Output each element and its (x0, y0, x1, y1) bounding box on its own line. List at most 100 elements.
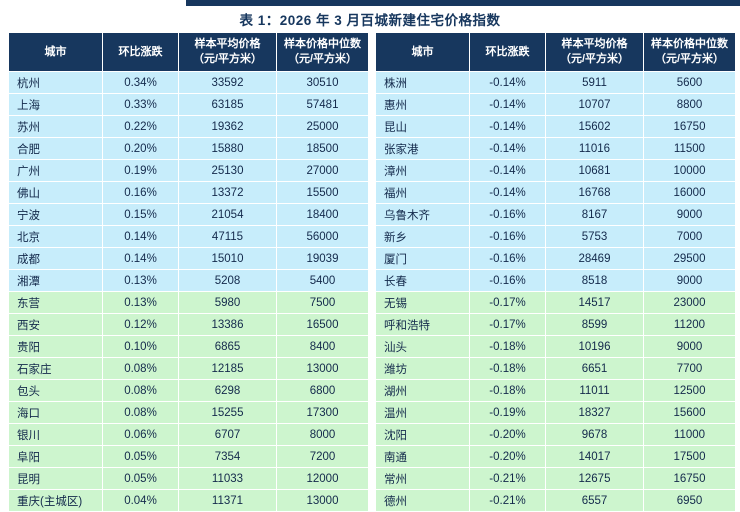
avg-price-cell: 19362 (178, 115, 277, 138)
avg-price-cell: 25130 (178, 159, 277, 182)
change-cell: 0.14% (102, 225, 179, 248)
table-row: 昆明 0.05% 11033 12000 (8, 467, 369, 490)
median-price-cell: 10000 (643, 159, 736, 182)
city-cell: 乌鲁木齐 (375, 203, 470, 226)
city-cell: 广州 (8, 159, 103, 182)
median-price-cell: 16750 (643, 467, 736, 490)
avg-price-cell: 8599 (545, 313, 644, 336)
avg-price-cell: 8167 (545, 203, 644, 226)
median-price-cell: 7000 (643, 225, 736, 248)
city-cell: 苏州 (8, 115, 103, 138)
median-price-cell: 12500 (643, 379, 736, 402)
city-cell: 合肥 (8, 137, 103, 160)
change-cell: -0.16% (469, 203, 546, 226)
table-row: 潍坊 -0.18% 6651 7700 (375, 357, 736, 380)
avg-price-cell: 6298 (178, 379, 277, 402)
table-row: 石家庄 0.08% 12185 13000 (8, 357, 369, 380)
avg-price-cell: 12185 (178, 357, 277, 380)
median-price-cell: 16500 (276, 313, 369, 336)
change-cell: -0.17% (469, 291, 546, 314)
city-cell: 成都 (8, 247, 103, 270)
avg-price-cell: 11033 (178, 467, 277, 490)
change-cell: 0.13% (102, 269, 179, 292)
city-cell: 南通 (375, 445, 470, 468)
city-cell: 东营 (8, 291, 103, 314)
median-price-cell: 11000 (643, 423, 736, 446)
city-cell: 张家港 (375, 137, 470, 160)
change-cell: 0.16% (102, 181, 179, 204)
change-cell: 0.10% (102, 335, 179, 358)
city-cell: 西安 (8, 313, 103, 336)
table-row: 德州 -0.21% 6557 6950 (375, 489, 736, 512)
city-cell: 呼和浩特 (375, 313, 470, 336)
avg-price-cell: 10196 (545, 335, 644, 358)
avg-price-cell: 33592 (178, 71, 277, 94)
avg-price-cell: 15255 (178, 401, 277, 424)
median-price-cell: 15500 (276, 181, 369, 204)
table-row: 长春 -0.16% 8518 9000 (375, 269, 736, 292)
median-price-cell: 6800 (276, 379, 369, 402)
city-cell: 汕头 (375, 335, 470, 358)
avg-price-cell: 6651 (545, 357, 644, 380)
table-row: 汕头 -0.18% 10196 9000 (375, 335, 736, 358)
price-index-tables: 城市 环比涨跌 样本平均价格 （元/平方米） 样本价格中位数 （元/平方米） 杭州 0.34… (0, 30, 740, 512)
avg-price-cell: 5980 (178, 291, 277, 314)
column-header: 样本价格中位数 （元/平方米） (643, 32, 736, 72)
table-row: 北京 0.14% 47115 56000 (8, 225, 369, 248)
city-cell: 宁波 (8, 203, 103, 226)
city-cell: 厦门 (375, 247, 470, 270)
city-cell: 重庆(主城区) (8, 489, 103, 512)
table-row: 乌鲁木齐 -0.16% 8167 9000 (375, 203, 736, 226)
median-price-cell: 7500 (276, 291, 369, 314)
median-price-cell: 7700 (643, 357, 736, 380)
median-price-cell: 17300 (276, 401, 369, 424)
median-price-cell: 9000 (643, 203, 736, 226)
column-header: 环比涨跌 (469, 32, 546, 72)
change-cell: -0.14% (469, 71, 546, 94)
change-cell: -0.14% (469, 159, 546, 182)
avg-price-cell: 10681 (545, 159, 644, 182)
avg-price-cell: 5911 (545, 71, 644, 94)
table-row: 海口 0.08% 15255 17300 (8, 401, 369, 424)
city-cell: 贵阳 (8, 335, 103, 358)
median-price-cell: 57481 (276, 93, 369, 116)
median-price-cell: 13000 (276, 357, 369, 380)
table-row: 沈阳 -0.20% 9678 11000 (375, 423, 736, 446)
table-row: 无锡 -0.17% 14517 23000 (375, 291, 736, 314)
median-price-cell: 8400 (276, 335, 369, 358)
right-price-table: 城市 环比涨跌 样本平均价格 （元/平方米） 样本价格中位数 （元/平方米） 株洲 -0.1… (375, 32, 736, 512)
change-cell: 0.22% (102, 115, 179, 138)
city-cell: 德州 (375, 489, 470, 512)
table-row: 厦门 -0.16% 28469 29500 (375, 247, 736, 270)
median-price-cell: 13000 (276, 489, 369, 512)
city-cell: 温州 (375, 401, 470, 424)
change-cell: 0.05% (102, 467, 179, 490)
city-cell: 株洲 (375, 71, 470, 94)
change-cell: 0.19% (102, 159, 179, 182)
city-cell: 阜阳 (8, 445, 103, 468)
change-cell: 0.15% (102, 203, 179, 226)
median-price-cell: 29500 (643, 247, 736, 270)
change-cell: 0.33% (102, 93, 179, 116)
city-cell: 湘潭 (8, 269, 103, 292)
change-cell: 0.13% (102, 291, 179, 314)
city-cell: 杭州 (8, 71, 103, 94)
median-price-cell: 16000 (643, 181, 736, 204)
table-row: 西安 0.12% 13386 16500 (8, 313, 369, 336)
table-row: 新乡 -0.16% 5753 7000 (375, 225, 736, 248)
city-cell: 海口 (8, 401, 103, 424)
table-row: 银川 0.06% 6707 8000 (8, 423, 369, 446)
city-cell: 石家庄 (8, 357, 103, 380)
change-cell: -0.14% (469, 181, 546, 204)
median-price-cell: 19039 (276, 247, 369, 270)
city-cell: 包头 (8, 379, 103, 402)
median-price-cell: 16750 (643, 115, 736, 138)
avg-price-cell: 28469 (545, 247, 644, 270)
city-cell: 常州 (375, 467, 470, 490)
table-row: 广州 0.19% 25130 27000 (8, 159, 369, 182)
change-cell: -0.18% (469, 357, 546, 380)
change-cell: -0.16% (469, 269, 546, 292)
city-cell: 长春 (375, 269, 470, 292)
table-row: 湘潭 0.13% 5208 5400 (8, 269, 369, 292)
avg-price-cell: 6707 (178, 423, 277, 446)
